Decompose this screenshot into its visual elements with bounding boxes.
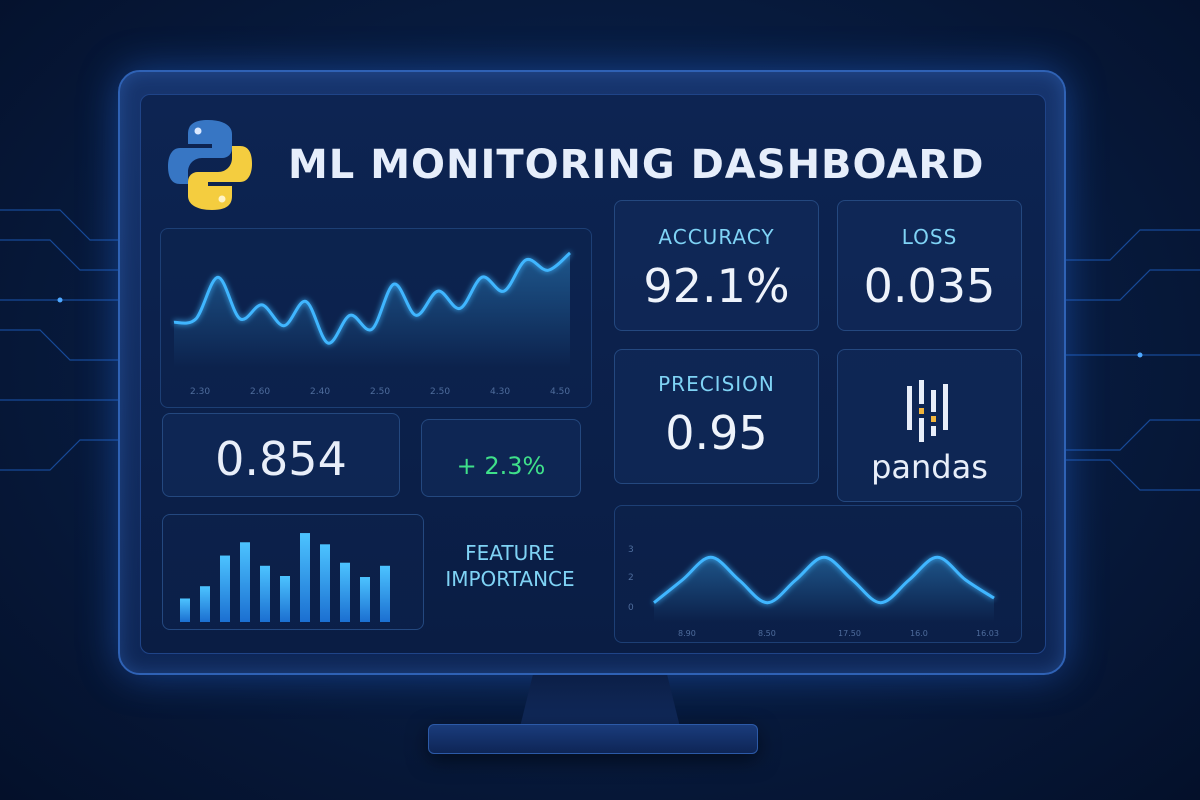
loss-card: LOSS 0.035 xyxy=(837,200,1022,331)
trend-chart-tick-label: 4.50 xyxy=(550,387,570,397)
wave-chart-y-tick-label: 0 xyxy=(628,603,634,613)
wave-chart-y-tick-label: 3 xyxy=(628,545,634,555)
precision-value: 0.95 xyxy=(665,406,768,460)
wave-chart-x-tick-label: 17.50 xyxy=(838,629,861,638)
wave-chart-x-tick-label: 16.0 xyxy=(910,629,928,638)
feature-importance-bar xyxy=(260,565,270,622)
wave-chart-y-tick-label: 2 xyxy=(628,573,634,583)
trend-chart-tick-label: 2.50 xyxy=(370,387,390,397)
loss-value: 0.035 xyxy=(863,259,996,313)
feature-importance-bar xyxy=(300,533,310,622)
pandas-card: pandas xyxy=(837,349,1022,502)
python-logo-icon xyxy=(168,120,252,210)
trend-chart-tick-label: 2.50 xyxy=(430,387,450,397)
wave-chart: 3 2 0 8.90 8.50 17.50 16.0 16.03 xyxy=(628,545,999,638)
page-title: ML MONITORING DASHBOARD xyxy=(288,142,985,188)
precision-label: PRECISION xyxy=(658,372,775,396)
feature-importance-label-line2: IMPORTANCE xyxy=(445,567,575,591)
wave-chart-x-tick-label: 8.90 xyxy=(678,629,696,638)
accuracy-value: 92.1% xyxy=(643,259,790,313)
delta-value: + 2.3% xyxy=(456,452,546,480)
trend-chart-tick-label: 2.30 xyxy=(190,387,210,397)
wave-chart-line xyxy=(653,555,995,605)
feature-importance-label: FEATURE IMPORTANCE xyxy=(430,540,590,592)
feature-importance-bar xyxy=(360,577,370,622)
score-value: 0.854 xyxy=(215,432,347,486)
wave-chart-area xyxy=(654,557,994,622)
trend-chart-tick-label: 2.40 xyxy=(310,387,330,397)
accuracy-card: ACCURACY 92.1% xyxy=(614,200,819,331)
monitor-stand xyxy=(428,724,758,754)
accuracy-label: ACCURACY xyxy=(658,225,775,249)
trend-chart-area xyxy=(174,252,570,368)
pandas-wordmark: pandas xyxy=(871,448,988,486)
precision-card: PRECISION 0.95 xyxy=(614,349,819,484)
trend-chart: 2.30 2.60 2.40 2.50 2.50 4.30 4.50 xyxy=(173,251,571,397)
score-panel: 0.854 xyxy=(162,413,400,497)
feature-importance-bar xyxy=(280,576,290,622)
dashboard-header: ML MONITORING DASHBOARD xyxy=(168,118,984,212)
feature-importance-bar xyxy=(220,555,230,622)
wave-chart-x-tick-label: 8.50 xyxy=(758,629,776,638)
trend-chart-tick-label: 2.60 xyxy=(250,387,270,397)
feature-importance-bar xyxy=(320,544,330,622)
feature-importance-bar xyxy=(380,565,390,622)
feature-importance-bar xyxy=(240,542,250,622)
feature-importance-bar xyxy=(180,598,190,622)
delta-panel: + 2.3% xyxy=(421,419,581,497)
trend-chart-tick-label: 4.30 xyxy=(490,387,510,397)
trend-chart-line xyxy=(173,251,571,345)
feature-importance-bar xyxy=(200,586,210,622)
feature-importance-label-line1: FEATURE xyxy=(465,541,555,565)
loss-label: LOSS xyxy=(901,225,958,249)
monitor-neck xyxy=(520,675,680,727)
feature-importance-bar xyxy=(340,562,350,622)
wave-chart-x-tick-label: 16.03 xyxy=(976,629,999,638)
pandas-logo-icon xyxy=(907,380,948,442)
feature-importance-chart xyxy=(180,533,390,622)
